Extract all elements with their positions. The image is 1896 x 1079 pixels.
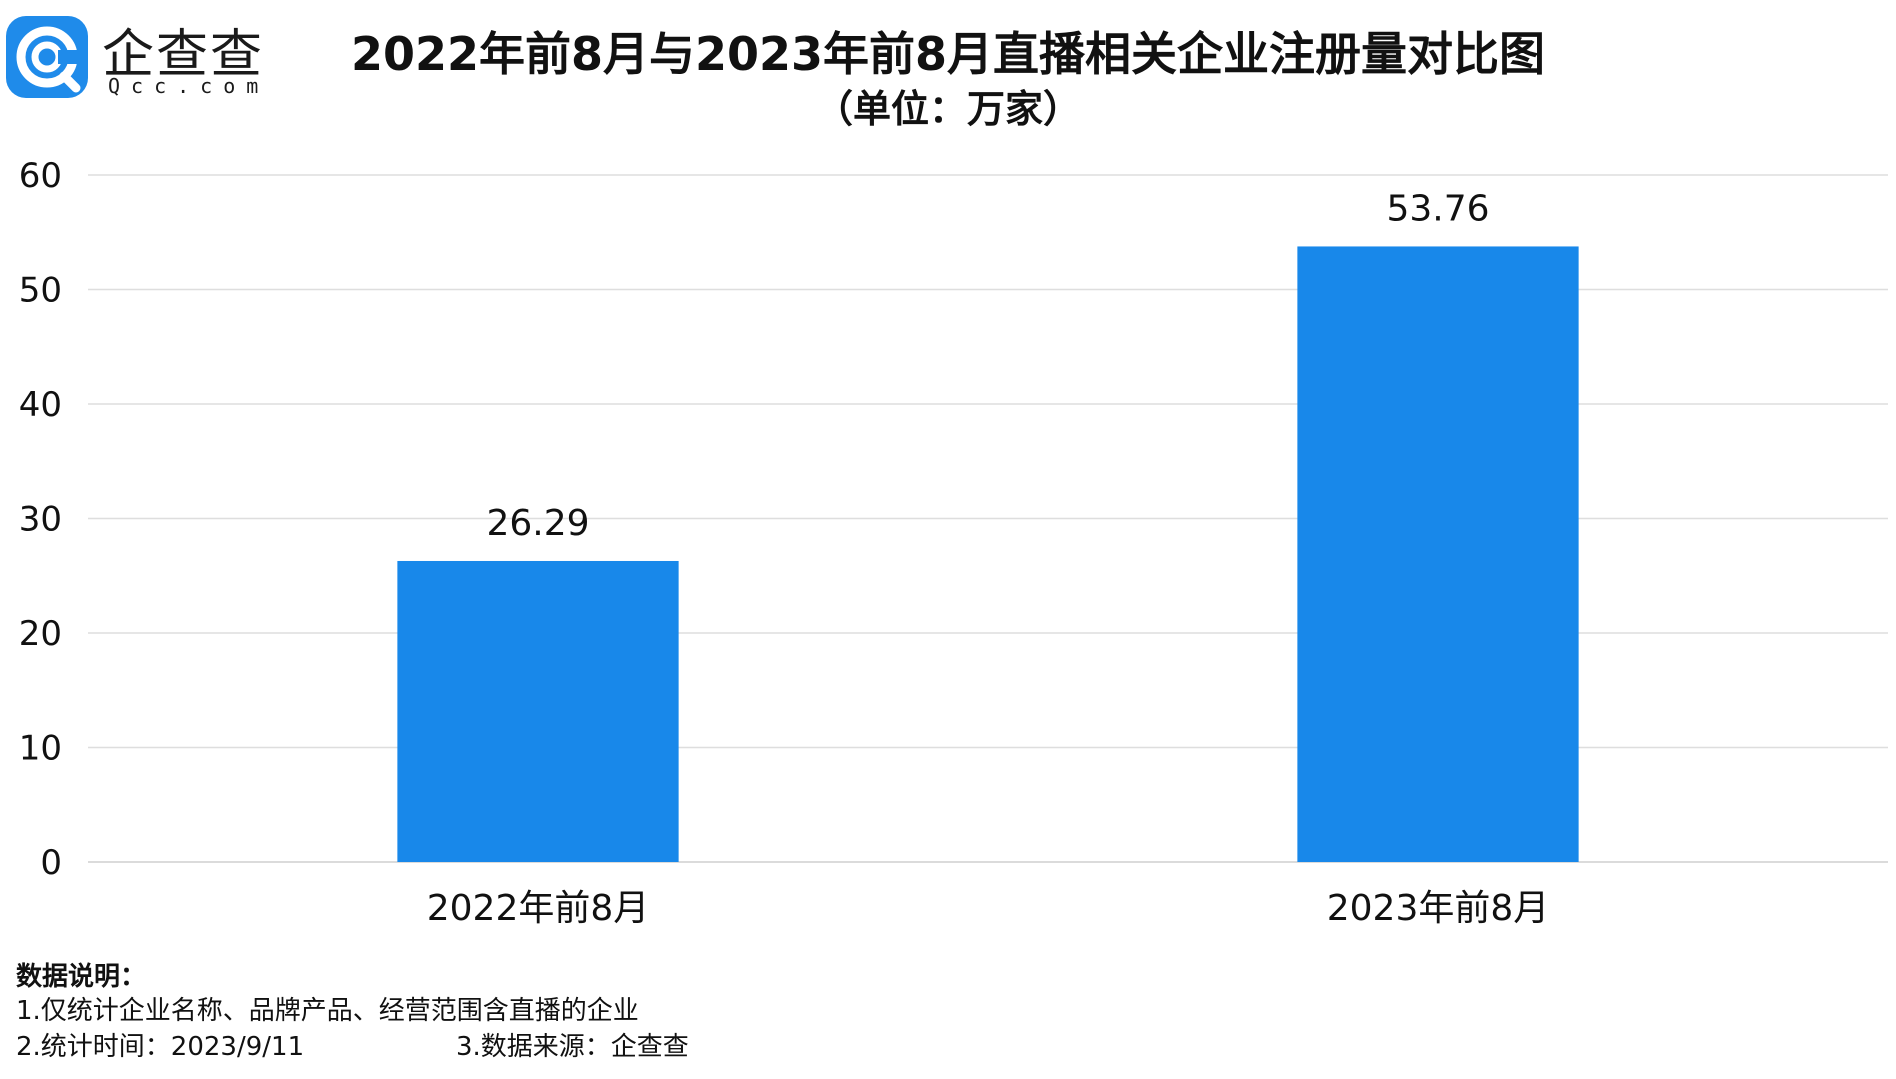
y-tick-label: 20 [19,614,62,654]
y-tick-label: 0 [40,843,62,883]
bar [1297,246,1579,862]
y-tick-label: 10 [19,729,62,769]
y-tick-label: 60 [19,156,62,196]
data-label: 26.29 [486,503,589,544]
bars [397,246,1579,862]
x-axis-ticks: 2022年前8月 2023年前8月 [427,888,1550,929]
notes-line-3: 3.数据来源：企查查 [456,1032,689,1062]
x-tick-label: 2022年前8月 [427,888,650,929]
x-tick-label: 2023年前8月 [1327,888,1550,929]
logo-name: 企查查 [102,25,265,85]
logo-domain: Qcc.com [108,74,270,98]
notes-heading: 数据说明： [16,962,147,992]
chart-title: 2022年前8月与2023年前8月直播相关企业注册量对比图 [350,27,1546,81]
chart-subtitle: （单位：万家） [814,87,1081,131]
qcc-logo-icon [6,16,88,98]
y-axis-ticks: 0 10 20 30 40 50 60 [19,156,62,883]
notes-line-1: 1.仅统计企业名称、品牌产品、经营范围含直播的企业 [16,996,639,1026]
grid-lines [88,174,1888,863]
y-tick-label: 30 [19,500,62,540]
data-labels: 26.29 53.76 [486,188,1489,544]
y-tick-label: 40 [19,385,62,425]
qcc-logo: 企查查 Qcc.com [6,12,286,102]
data-label: 53.76 [1386,188,1489,229]
notes-line-2: 2.统计时间：2023/9/11 [16,1032,305,1062]
bar [397,560,679,862]
y-tick-label: 50 [19,271,62,311]
